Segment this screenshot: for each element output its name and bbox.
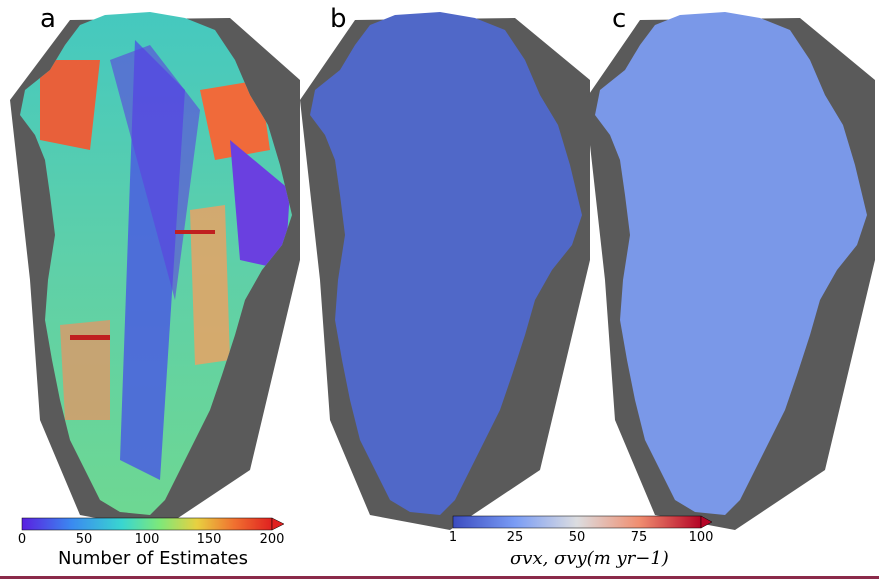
colorbar-count-extend-arrow — [271, 517, 285, 531]
colorbar-error-tick: 100 — [688, 530, 714, 545]
colorbar-count-gradient — [21, 517, 273, 531]
bottom-divider — [0, 576, 879, 579]
colorbar-error-label: σvx, σvy(m yr−1) — [510, 548, 669, 569]
colorbar-count — [21, 517, 285, 531]
panel-b-map — [300, 12, 590, 530]
colorbar-error-tick: 1 — [448, 530, 458, 545]
colorbar-count-tick: 0 — [17, 532, 27, 547]
panel-label-b: b — [330, 4, 347, 34]
colorbar-count-tick: 200 — [259, 532, 285, 547]
colorbar-count-tick: 150 — [196, 532, 222, 547]
colorbar-error-gradient — [452, 515, 702, 529]
panel-label-a: a — [40, 4, 56, 34]
colorbar-error-tick: 50 — [568, 530, 586, 545]
panel-label-c: c — [612, 4, 627, 34]
colorbar-count-label: Number of Estimates — [58, 548, 248, 569]
colorbar-count-tick: 100 — [134, 532, 160, 547]
colorbar-error — [452, 515, 713, 529]
colorbar-error-extend-arrow — [700, 515, 713, 529]
colorbar-error-tick: 75 — [630, 530, 648, 545]
colorbar-count-tick: 50 — [75, 532, 93, 547]
colorbar-error-tick: 25 — [506, 530, 524, 545]
panel-c-map — [585, 12, 875, 530]
panel-a-map — [10, 12, 300, 530]
